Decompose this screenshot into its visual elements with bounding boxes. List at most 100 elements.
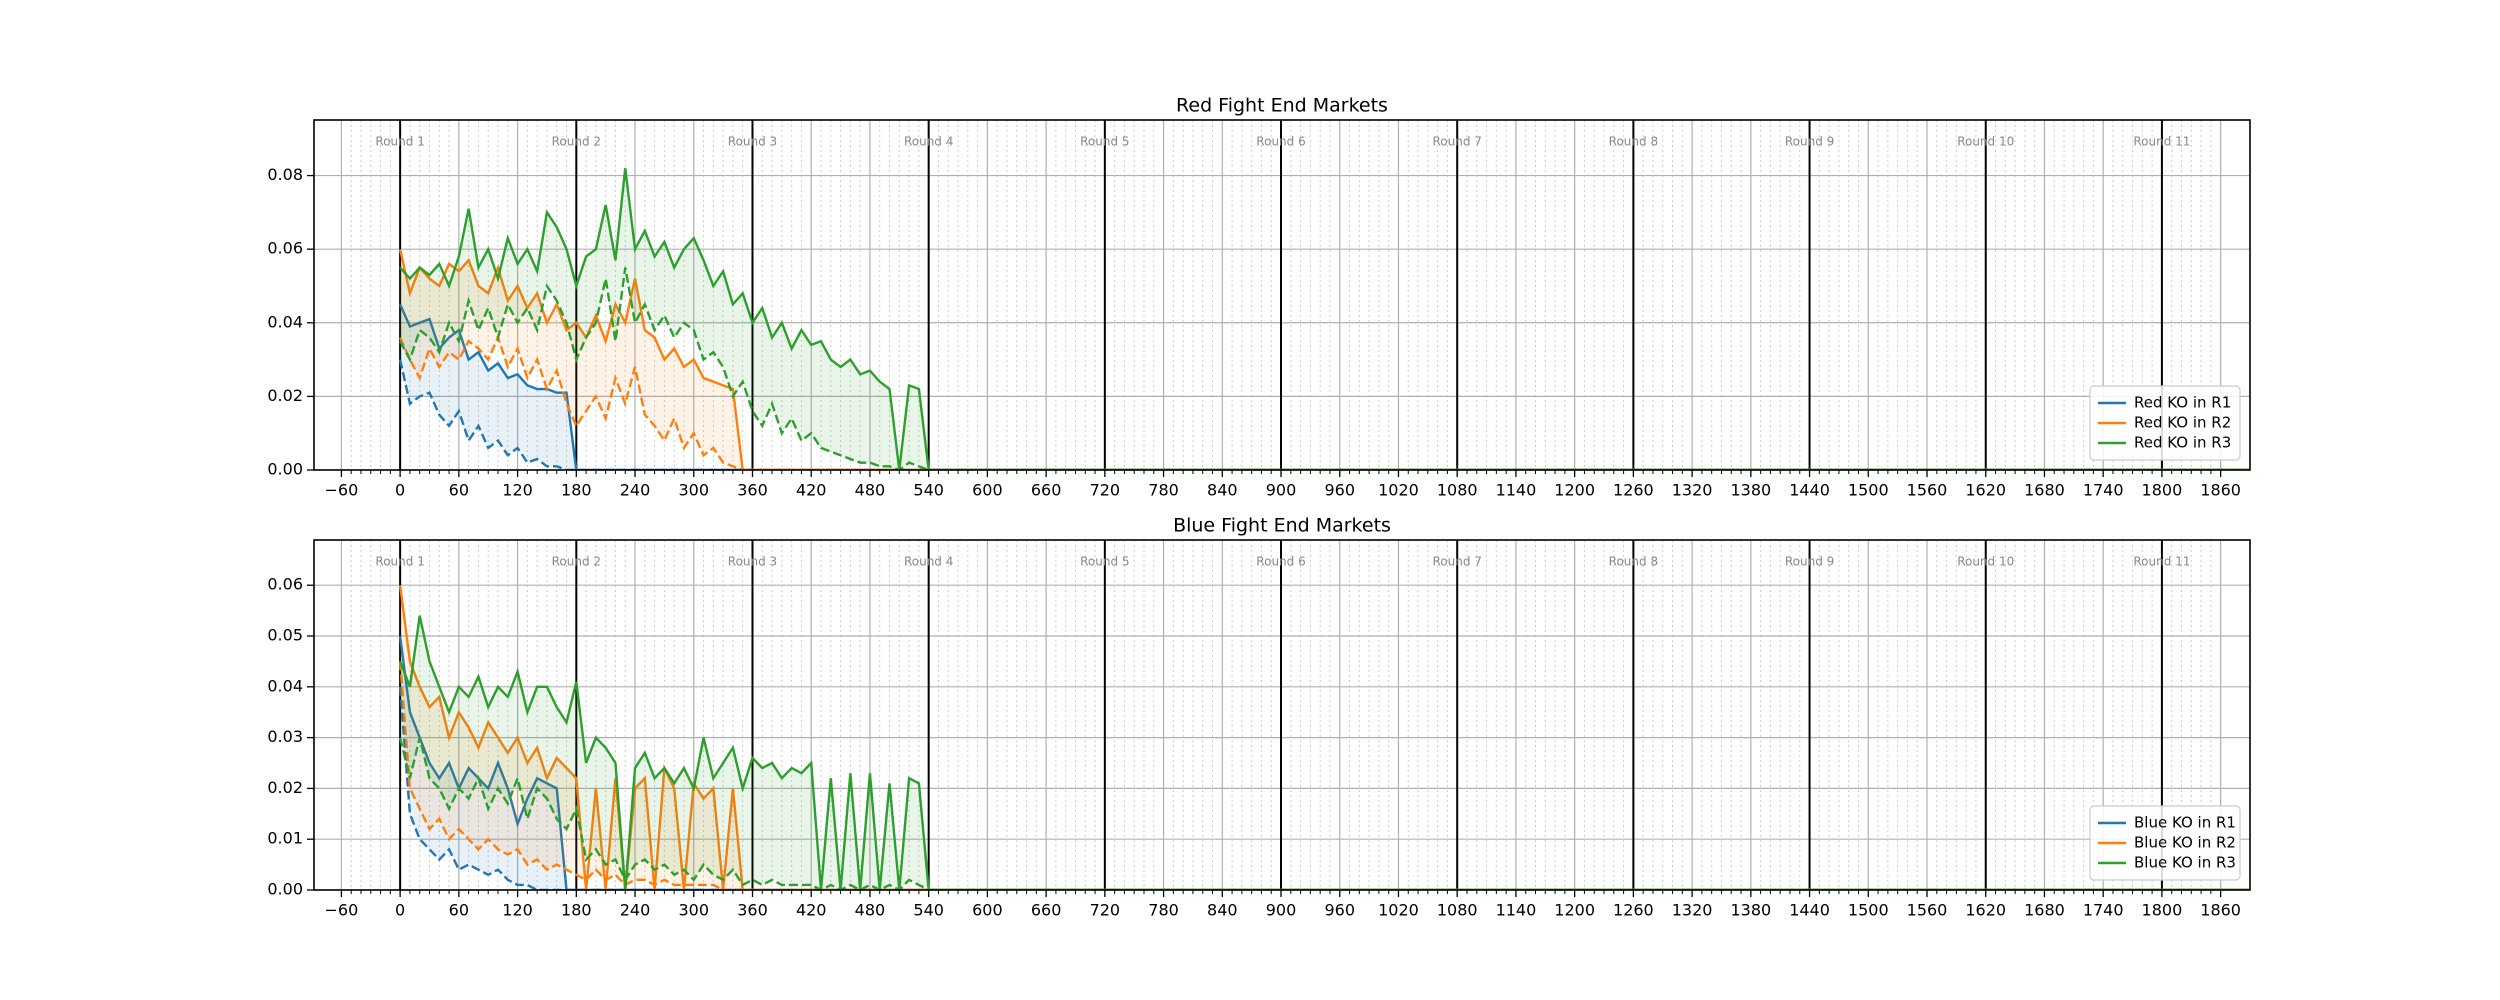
x-tick-label: 0 — [395, 901, 405, 920]
x-tick-label: 1860 — [2200, 481, 2241, 500]
y-tick-label: 0.02 — [267, 386, 303, 405]
y-tick-label: 0.06 — [267, 575, 303, 594]
round-label: Round 5 — [1080, 135, 1129, 149]
round-label: Round 11 — [2133, 555, 2190, 569]
lower-line — [398, 661, 2250, 890]
round-label: Round 9 — [1785, 135, 1834, 149]
round-label: Round 6 — [1256, 555, 1305, 569]
round-label: Round 11 — [2133, 135, 2190, 149]
legend-box — [2089, 805, 2241, 881]
series-line — [398, 635, 2250, 890]
x-tick-label: 420 — [796, 901, 827, 920]
band-fill — [400, 168, 2250, 470]
x-tick-label: 480 — [855, 481, 886, 500]
x-tick-label: 240 — [620, 481, 651, 500]
lower-line — [398, 359, 2250, 470]
plot-inner — [314, 120, 2250, 470]
round-label: Round 7 — [1432, 135, 1481, 149]
plot-inner — [314, 540, 2250, 890]
x-tick-label: 1200 — [1554, 481, 1595, 500]
lower-line — [398, 686, 2250, 890]
chart-title: Blue Fight End Markets — [1173, 515, 1391, 537]
y-tick-label: 0.08 — [267, 165, 303, 184]
x-tick-label: 1380 — [1730, 901, 1771, 920]
x-tick-label: −60 — [325, 481, 359, 500]
x-tick-label: 900 — [1266, 481, 1297, 500]
x-tick-label: 300 — [678, 901, 709, 920]
y-tick-label: 0.00 — [267, 460, 303, 479]
x-tick-label: 720 — [1090, 901, 1121, 920]
x-tick-label: 420 — [796, 481, 827, 500]
x-tick-label: 480 — [855, 901, 886, 920]
x-tick-label: 900 — [1266, 901, 1297, 920]
x-tick-label: 1680 — [2024, 481, 2065, 500]
x-tick-label: 1500 — [1848, 901, 1889, 920]
series-line — [399, 615, 2250, 890]
x-tick-label: 0 — [395, 481, 405, 500]
x-tick-label: 1560 — [1907, 901, 1948, 920]
legend: Red KO in R1 Red KO in R2 Red KO in R3 — [2089, 385, 2241, 461]
round-label: Round 3 — [728, 135, 777, 149]
x-tick-label: 1740 — [2083, 901, 2124, 920]
x-tick-label: 60 — [449, 481, 469, 500]
x-tick-label: 240 — [620, 901, 651, 920]
x-tick-label: 1200 — [1554, 901, 1595, 920]
round-label: Round 3 — [728, 555, 777, 569]
x-tick-label: 720 — [1090, 481, 1121, 500]
round-label: Round 1 — [375, 555, 424, 569]
subplot: −60 0 60 120 180 240 300 360 420 480 540 600 660 720 7… — [267, 95, 2251, 500]
x-tick-label: 1140 — [1496, 481, 1537, 500]
y-tick-label: 0.02 — [267, 778, 303, 797]
x-tick-label: 360 — [737, 901, 768, 920]
subplot: −60 0 60 120 180 240 300 360 420 480 540 600 660 720 7… — [267, 515, 2251, 920]
x-tick-label: 1260 — [1613, 481, 1654, 500]
round-label: Round 7 — [1432, 555, 1481, 569]
legend-box — [2089, 385, 2241, 461]
legend-label: Red KO in R3 — [2134, 434, 2231, 452]
x-tick-label: 960 — [1324, 481, 1355, 500]
legend: Blue KO in R1 Blue KO in R2 Blue KO in R3 — [2089, 805, 2241, 881]
x-tick-label: 1020 — [1378, 481, 1419, 500]
x-tick-label: 1320 — [1672, 481, 1713, 500]
round-label: Round 6 — [1256, 135, 1305, 149]
round-label: Round 4 — [904, 135, 953, 149]
x-tick-label: 1440 — [1789, 481, 1830, 500]
x-tick-label: 540 — [913, 901, 944, 920]
x-tick-label: 600 — [972, 481, 1003, 500]
y-tick-label: 0.04 — [267, 312, 303, 331]
x-tick-label: 1140 — [1496, 901, 1537, 920]
x-tick-label: 180 — [561, 481, 592, 500]
round-label: Round 2 — [552, 135, 601, 149]
x-tick-label: 1260 — [1613, 901, 1654, 920]
x-tick-label: 960 — [1324, 901, 1355, 920]
x-tick-label: 1380 — [1730, 481, 1771, 500]
x-tick-label: 540 — [913, 481, 944, 500]
axes-frame — [313, 119, 2251, 471]
x-tick-label: 120 — [502, 481, 533, 500]
x-tick-label: 840 — [1207, 481, 1238, 500]
x-tick-label: 120 — [502, 901, 533, 920]
x-tick-label: 1560 — [1907, 481, 1948, 500]
series-line — [399, 168, 2250, 470]
legend-label: Blue KO in R1 — [2134, 814, 2236, 832]
y-tick-label: 0.05 — [267, 626, 303, 645]
legend-label: Red KO in R2 — [2134, 414, 2231, 432]
y-tick-label: 0.06 — [267, 239, 303, 258]
chart-title: Red Fight End Markets — [1176, 95, 1388, 117]
y-tick-label: 0.03 — [267, 727, 303, 746]
x-tick-label: 1440 — [1789, 901, 1830, 920]
x-tick-label: −60 — [325, 901, 359, 920]
round-label: Round 2 — [552, 555, 601, 569]
x-tick-label: 300 — [678, 481, 709, 500]
series-line — [398, 248, 2250, 470]
axes-frame — [313, 539, 2251, 891]
legend-label: Red KO in R1 — [2134, 394, 2231, 412]
legend-label: Blue KO in R2 — [2134, 834, 2236, 852]
y-tick-label: 0.00 — [267, 880, 303, 899]
round-label: Round 10 — [1957, 135, 2014, 149]
x-tick-label: 1500 — [1848, 481, 1889, 500]
x-tick-label: 840 — [1207, 901, 1238, 920]
round-label: Round 8 — [1609, 555, 1658, 569]
x-tick-label: 1320 — [1672, 901, 1713, 920]
round-label: Round 9 — [1785, 555, 1834, 569]
